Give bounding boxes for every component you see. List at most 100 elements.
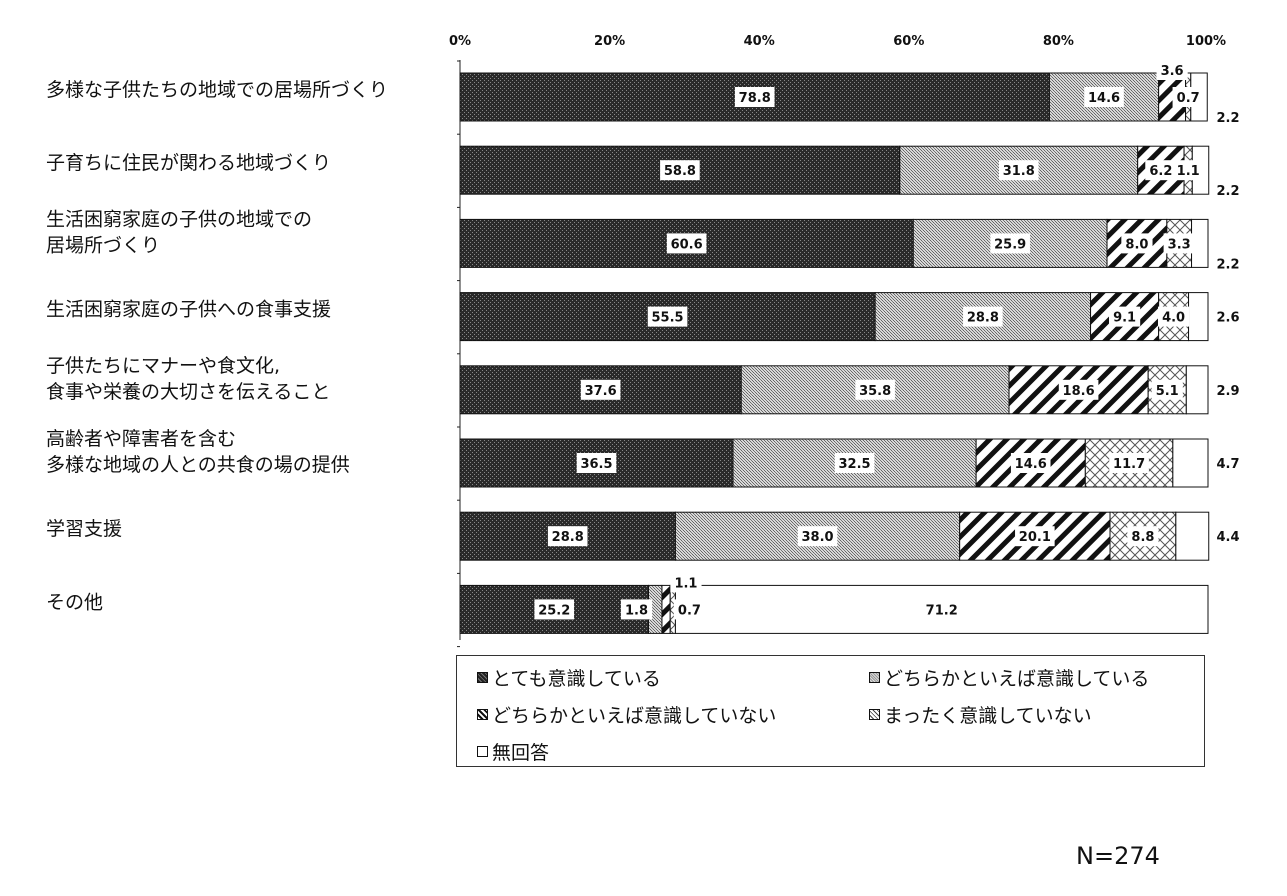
data-label-bg	[1121, 233, 1153, 254]
data-label: 28.8	[967, 311, 999, 326]
x-tick-label: 0%	[449, 34, 471, 49]
data-label: 20.1	[1019, 530, 1051, 545]
data-label: 60.6	[671, 237, 703, 252]
data-label-bg	[1156, 60, 1188, 80]
data-label: 4.4	[1216, 530, 1239, 545]
legend-swatch-icon	[477, 746, 488, 757]
bar-segment	[661, 584, 671, 634]
data-label: 38.0	[802, 530, 834, 545]
legend-swatch-icon	[477, 672, 488, 683]
data-label: 25.9	[994, 237, 1026, 252]
bar-segment	[1172, 438, 1209, 488]
category-label-line: その他	[46, 591, 103, 613]
data-label-bg	[1172, 160, 1204, 181]
bar-segment	[1188, 292, 1209, 342]
data-label: 37.6	[585, 384, 617, 399]
bar-segment	[459, 438, 734, 488]
data-label: 1.1	[674, 576, 697, 591]
data-label: 32.5	[839, 457, 871, 472]
data-label: 9.1	[1113, 311, 1136, 326]
data-label: 1.8	[625, 603, 648, 618]
sample-size-label: N=274	[1076, 842, 1160, 870]
data-label-bg	[576, 453, 617, 473]
legend-label: どちらかといえば意識していない	[492, 705, 777, 727]
stacked-bar-chart: 0% 20% 40% 60% 80% 100% 多様な子供たちの地域での居場所づくり子育ちに…	[46, 34, 1240, 648]
x-tick-label: 100%	[1186, 34, 1226, 49]
data-label: 6.2	[1149, 164, 1172, 179]
legend-label: まったく意識していない	[884, 705, 1092, 727]
data-label-bg	[921, 599, 962, 620]
legend-label: とても意識している	[492, 668, 661, 690]
category-label-line: 食事や栄養の大切さを伝えること	[46, 381, 330, 403]
category-label-line: 高齢者や障害者を含む	[46, 428, 236, 450]
category-label: 生活困窮家庭の子供への食事支援	[46, 299, 331, 321]
legend-item-no-answer: 無回答	[477, 738, 549, 765]
data-label: 31.8	[1003, 164, 1035, 179]
data-label-bg	[534, 599, 575, 620]
data-label-bg	[1015, 526, 1055, 547]
data-label: 55.5	[652, 311, 684, 326]
legend-swatch-icon	[869, 672, 880, 683]
data-label: 78.8	[739, 91, 771, 106]
data-label: 3.3	[1168, 237, 1191, 252]
data-label: 71.2	[926, 603, 958, 618]
data-label-bg	[660, 160, 700, 181]
legend-label: 無回答	[492, 742, 550, 764]
data-label-bg	[1157, 306, 1190, 327]
data-label-bg	[963, 306, 1003, 327]
data-label: 58.8	[664, 164, 696, 179]
data-label: 8.0	[1125, 237, 1148, 252]
data-label: 2.2	[1216, 184, 1239, 199]
data-label-bg	[580, 379, 621, 400]
legend-item-somewhat-not-conscious: どちらかといえば意識していない	[477, 701, 776, 728]
data-label: 14.6	[1088, 91, 1120, 106]
data-label-bg	[1010, 453, 1051, 473]
x-tick-label: 80%	[1043, 34, 1074, 49]
data-label: 4.0	[1162, 311, 1185, 326]
legend-label: どちらかといえば意識している	[884, 668, 1150, 690]
category-label-line: 居場所づくり	[46, 234, 160, 256]
legend: とても意識している どちらかといえば意識している どちらかといえば意識していない…	[456, 655, 1205, 767]
data-label-bg	[1172, 87, 1204, 107]
category-label-line: 生活困窮家庭の子供の地域での	[46, 208, 312, 230]
data-label: 2.6	[1216, 311, 1239, 326]
data-label: 0.7	[678, 603, 701, 618]
category-label: その他	[46, 591, 103, 613]
data-label-bg	[1151, 379, 1183, 400]
category-label: 生活困窮家庭の子供の地域での居場所づくり	[46, 208, 312, 256]
bar-segment	[1185, 365, 1209, 415]
data-label-bg	[673, 599, 706, 620]
x-tick-label: 20%	[594, 34, 625, 49]
legend-item-not-conscious: まったく意識していない	[869, 701, 1092, 728]
data-label-bg	[647, 306, 688, 327]
data-label: 0.7	[1177, 91, 1200, 106]
data-label-bg	[547, 526, 588, 547]
category-label-line: 多様な地域の人との共食の場の提供	[46, 454, 350, 476]
data-label-bg	[990, 233, 1030, 254]
data-label: 2.9	[1216, 384, 1239, 399]
legend-item-somewhat-conscious: どちらかといえば意識している	[869, 664, 1149, 691]
data-label: 18.6	[1063, 384, 1095, 399]
data-label: 4.7	[1216, 457, 1239, 472]
data-label-bg	[834, 453, 875, 473]
category-label: 高齢者や障害者を含む多様な地域の人との共食の場の提供	[46, 428, 350, 476]
bar-segment	[1175, 511, 1210, 561]
data-label-bg	[670, 572, 702, 593]
data-label-bg	[1127, 526, 1159, 547]
data-label: 3.6	[1161, 64, 1184, 79]
category-label: 学習支援	[46, 518, 122, 540]
data-label: 25.2	[538, 603, 570, 618]
data-label-bg	[666, 233, 707, 254]
data-label-bg	[1109, 453, 1149, 473]
data-label: 5.1	[1156, 384, 1179, 399]
data-label: 28.8	[552, 530, 584, 545]
category-label: 子育ちに住民が関わる地域づくり	[46, 152, 331, 174]
data-label: 11.7	[1113, 457, 1145, 472]
category-label: 子供たちにマナーや食文化, 食事や栄養の大切さを伝えること	[46, 355, 330, 403]
data-label-bg	[1084, 87, 1124, 107]
data-label: 1.1	[1177, 164, 1200, 179]
data-label: 36.5	[580, 457, 612, 472]
category-label: 多様な子供たちの地域での居場所づくり	[46, 79, 388, 101]
data-label-bg	[620, 599, 653, 620]
data-label: 2.2	[1216, 111, 1239, 126]
